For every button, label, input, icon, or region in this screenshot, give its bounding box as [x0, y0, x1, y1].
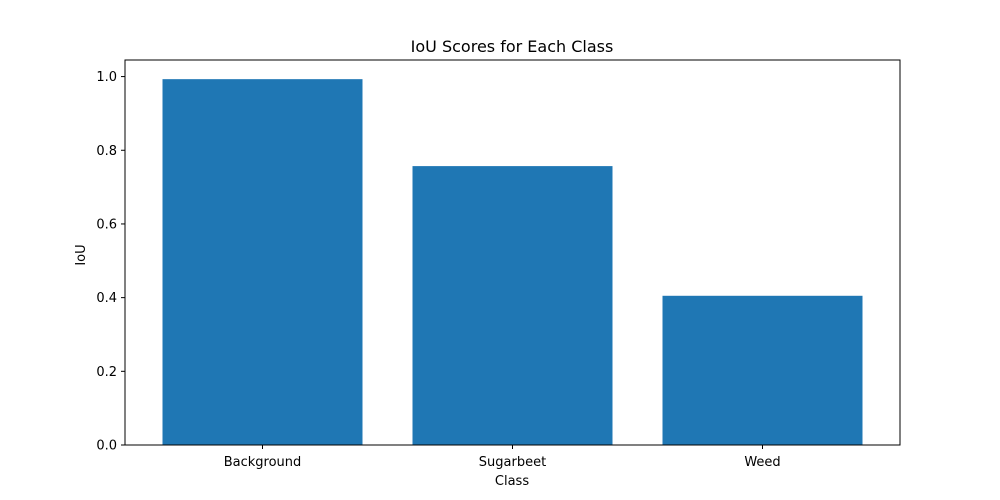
y-tick-label: 0.4: [96, 291, 117, 306]
x-tick-label: Background: [224, 455, 302, 470]
bar-weed: [662, 295, 863, 445]
y-tick-label: 0.0: [96, 439, 117, 454]
chart-title: IoU Scores for Each Class: [411, 37, 614, 56]
x-axis-ticks: Background Sugarbeet Weed: [224, 445, 781, 470]
bars-group: [162, 79, 863, 445]
bar-background: [162, 79, 363, 445]
y-axis-label: IoU: [74, 244, 89, 265]
y-tick-label: 1.0: [96, 70, 117, 85]
plot-frame: [124, 59, 901, 446]
bar-sugarbeet: [412, 166, 613, 445]
y-tick-label: 0.8: [96, 144, 117, 159]
y-axis-ticks: 0.0 0.2 0.4 0.6 0.8 1.0: [96, 70, 125, 454]
y-tick-label: 0.6: [96, 217, 117, 232]
x-tick-label: Sugarbeet: [479, 455, 546, 470]
x-axis-label: Class: [495, 474, 529, 489]
x-tick-label: Weed: [744, 455, 780, 470]
y-tick-label: 0.2: [96, 365, 117, 380]
